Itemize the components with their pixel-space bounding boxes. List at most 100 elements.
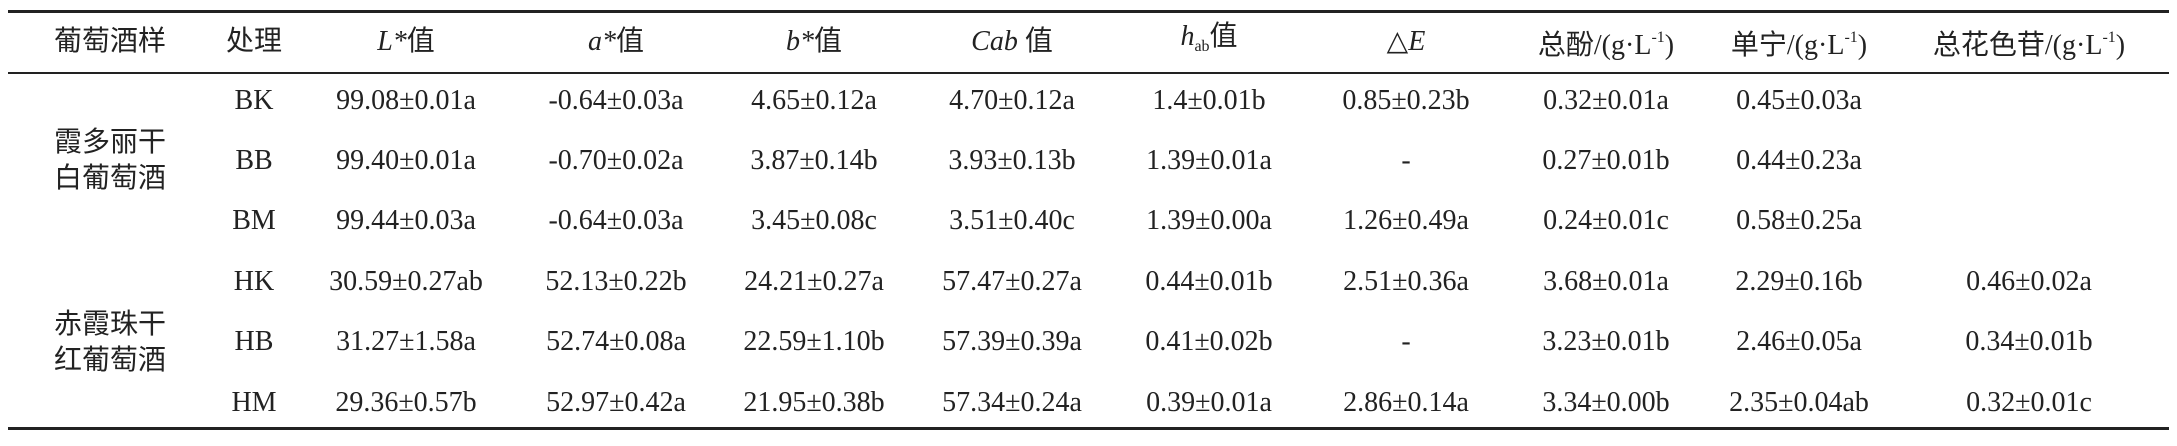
value-cell: - — [1401, 145, 1411, 176]
header-cell: L*值 — [377, 24, 435, 60]
group-label: 赤霞珠干 红葡萄酒 — [54, 307, 166, 379]
value-cell: 3.87±0.14b — [750, 145, 878, 176]
header-text: 值 — [406, 26, 435, 57]
header-text: ) — [1857, 30, 1868, 61]
value-cell: 52.13±0.22b — [545, 266, 687, 297]
value-cell: 3.45±0.08c — [751, 205, 877, 236]
treatment: HB — [234, 326, 274, 357]
value-cell: 21.95±0.38b — [743, 387, 885, 418]
value-cell: 2.35±0.04ab — [1729, 387, 1869, 418]
value-cell: -0.70±0.02a — [548, 145, 684, 176]
value-cell: 4.65±0.12a — [751, 85, 877, 116]
value-cell: 24.21±0.27a — [744, 266, 884, 297]
header-text: ) — [1664, 30, 1675, 61]
value-cell: 2.86±0.14a — [1343, 387, 1469, 418]
group-label-line: 白葡萄酒 — [53, 163, 167, 194]
bottom-rule — [8, 427, 2169, 430]
header-rule — [8, 72, 2169, 74]
value-cell: 1.26±0.49a — [1343, 205, 1469, 236]
header-cell: 葡萄酒样 — [54, 24, 166, 60]
value-cell: 1.39±0.00a — [1146, 205, 1272, 236]
header-text: 总酚/(g·L — [1537, 30, 1652, 61]
header-cell: 总酚/(g·L-1) — [1538, 20, 1674, 64]
value-cell: 52.74±0.08a — [546, 326, 686, 357]
value-cell: 57.47±0.27a — [942, 266, 1082, 297]
value-cell: 2.29±0.16b — [1735, 266, 1863, 297]
value-cell: 2.46±0.05a — [1736, 326, 1862, 357]
value-cell: 3.23±0.01b — [1542, 326, 1670, 357]
header-cell: △E — [1387, 24, 1426, 60]
value-cell: 99.44±0.03a — [336, 205, 476, 236]
value-cell: 22.59±1.10b — [743, 326, 885, 357]
header-text: ) — [2115, 30, 2126, 61]
treatment: BM — [232, 205, 276, 236]
value-cell: 99.08±0.01a — [336, 85, 476, 116]
header-text: L* — [377, 26, 407, 57]
value-cell: 3.93±0.13b — [948, 145, 1076, 176]
value-cell: - — [1401, 326, 1411, 357]
value-cell: 0.45±0.03a — [1736, 85, 1862, 116]
value-cell: 3.51±0.40c — [949, 205, 1075, 236]
header-cell: a*值 — [588, 24, 644, 60]
treatment: BB — [235, 145, 273, 176]
header-cell: 总花色苷/(g·L-1) — [1933, 20, 2125, 64]
value-cell: 57.39±0.39a — [942, 326, 1082, 357]
value-cell: 0.24±0.01c — [1543, 205, 1669, 236]
value-cell: 4.70±0.12a — [949, 85, 1075, 116]
group-label-line: 赤霞珠干 — [53, 308, 167, 340]
value-cell: 0.44±0.23a — [1736, 145, 1862, 176]
value-cell: -0.64±0.03a — [548, 85, 684, 116]
top-rule — [8, 10, 2169, 13]
header-text: △ — [1386, 26, 1409, 57]
header-text: 葡萄酒样 — [53, 26, 167, 57]
header-cell: b*值 — [786, 24, 842, 60]
value-cell: 0.85±0.23b — [1342, 85, 1470, 116]
header-text: 值 — [1017, 26, 1053, 57]
header-text: b* — [785, 26, 814, 57]
header-text: 值 — [615, 26, 645, 57]
value-cell: 0.32±0.01c — [1966, 387, 2092, 418]
header-text: 值 — [813, 26, 843, 57]
header-cell: hab值 — [1180, 19, 1237, 65]
value-cell: 0.32±0.01a — [1543, 85, 1669, 116]
header-text: a* — [587, 26, 616, 57]
value-cell: 0.34±0.01b — [1965, 326, 2093, 357]
group-label: 霞多丽干 白葡萄酒 — [54, 125, 166, 197]
header-text: 处理 — [225, 26, 283, 57]
value-cell: -0.64±0.03a — [548, 205, 684, 236]
value-cell: 0.41±0.02b — [1145, 326, 1273, 357]
treatment: BK — [234, 85, 274, 116]
value-cell: 1.4±0.01b — [1152, 85, 1266, 116]
value-cell: 0.44±0.01b — [1145, 266, 1273, 297]
header-text: Cab — [971, 26, 1018, 57]
value-cell: 52.97±0.42a — [546, 387, 686, 418]
header-text: -1 — [1651, 29, 1665, 46]
header-text: ab — [1194, 38, 1210, 55]
header-cell: Cab 值 — [971, 24, 1053, 60]
value-cell: 0.58±0.25a — [1736, 205, 1862, 236]
value-cell: 2.51±0.36a — [1343, 266, 1469, 297]
value-cell: 0.39±0.01a — [1146, 387, 1272, 418]
header-cell: 处理 — [226, 24, 282, 60]
treatment: HM — [231, 387, 277, 418]
value-cell: 57.34±0.24a — [942, 387, 1082, 418]
value-cell: 0.27±0.01b — [1542, 145, 1670, 176]
group-label-line: 霞多丽干 — [53, 127, 167, 158]
header-text: 值 — [1209, 21, 1238, 52]
header-text: -1 — [2102, 29, 2116, 46]
header-text: 总花色苷/(g·L — [1932, 30, 2103, 61]
header-text: 单宁/(g·L — [1730, 30, 1845, 61]
value-cell: 30.59±0.27ab — [329, 266, 483, 297]
value-cell: 0.46±0.02a — [1966, 266, 2092, 297]
value-cell: 31.27±1.58a — [336, 326, 476, 357]
header-text: h — [1180, 21, 1195, 52]
group-label-line: 红葡萄酒 — [53, 344, 167, 376]
header-text: -1 — [1844, 29, 1858, 46]
treatment: HK — [233, 266, 275, 297]
value-cell: 3.34±0.00b — [1542, 387, 1670, 418]
header-cell: 单宁/(g·L-1) — [1731, 20, 1867, 64]
value-cell: 3.68±0.01a — [1543, 266, 1669, 297]
value-cell: 1.39±0.01a — [1146, 145, 1272, 176]
value-cell: 29.36±0.57b — [335, 387, 477, 418]
